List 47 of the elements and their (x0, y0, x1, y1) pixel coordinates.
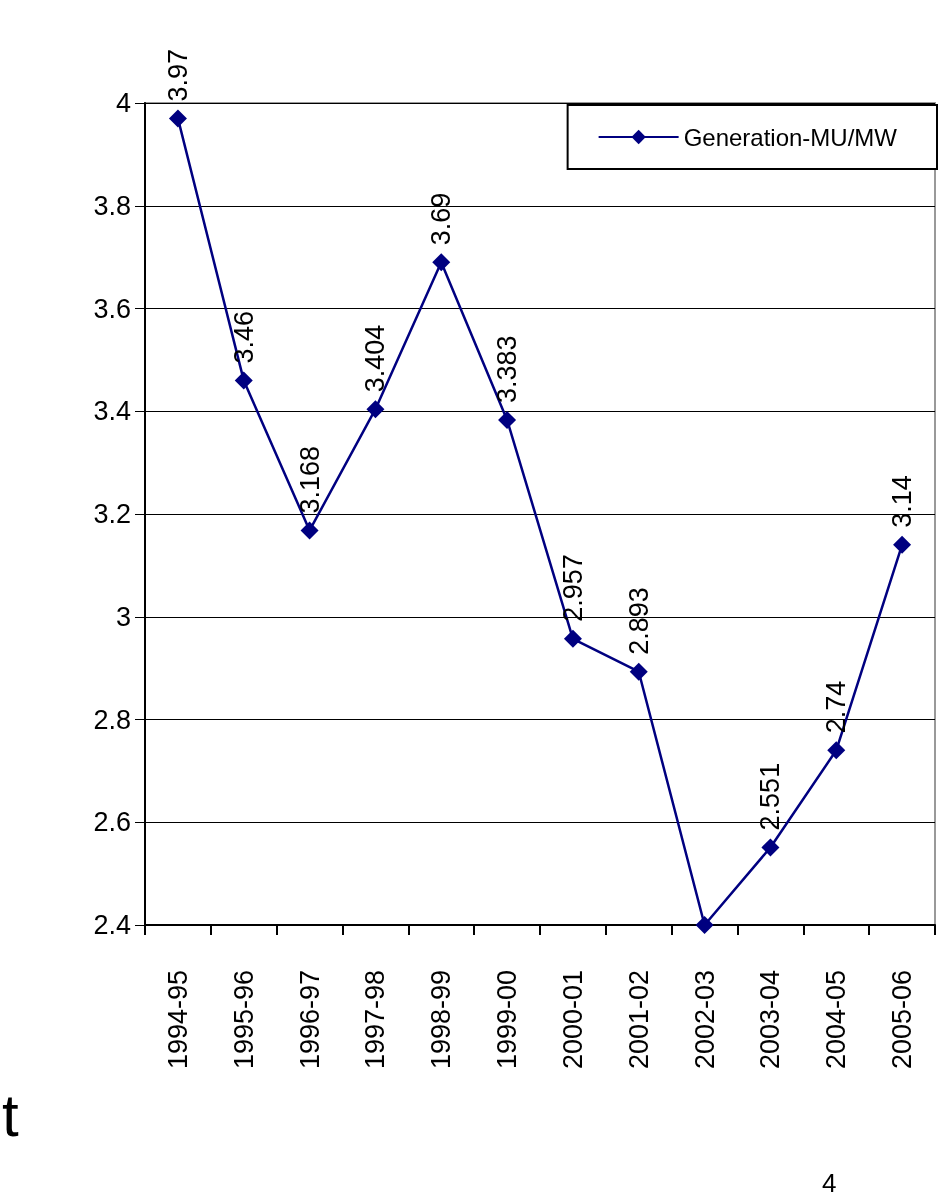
point (563, 629, 582, 648)
point (432, 253, 451, 272)
point (761, 838, 780, 857)
x-tick-label: 2001-02 (623, 970, 654, 1070)
data-label: 3.404 (360, 324, 391, 393)
data-label: 2.893 (623, 587, 654, 655)
x-tick-label: 2005-06 (887, 970, 918, 1070)
point (893, 535, 912, 554)
data-label: 2.957 (557, 554, 588, 622)
point (300, 521, 319, 540)
y-tick-label: 3 (115, 601, 131, 632)
data-label: 2.74 (821, 680, 852, 734)
data-label: 3.97 (162, 48, 193, 102)
x-tick-label: 1999-00 (492, 970, 523, 1070)
x-tick-label: 2003-04 (755, 970, 786, 1070)
y-tick-label: 2.8 (93, 704, 131, 735)
x-tick-label: 2000-01 (557, 970, 588, 1070)
data-label: 3.46 (228, 310, 259, 364)
data-label: 3.14 (887, 475, 918, 528)
y-tick-label: 2.6 (93, 807, 131, 838)
point (629, 662, 648, 681)
legend-label: Generation-MU/MW (683, 123, 898, 151)
data-label: 2.551 (755, 762, 786, 831)
x-tick-label: 2004-05 (821, 970, 852, 1070)
point (168, 109, 187, 128)
text: t (2, 1081, 19, 1149)
point (366, 400, 385, 419)
x-tick-label: 2002-03 (689, 970, 720, 1070)
y-tick-label: 3.4 (93, 396, 131, 427)
data-label: 3.168 (294, 445, 325, 514)
x-tick-label: 1994-95 (162, 970, 193, 1070)
text: 4 (822, 1168, 837, 1198)
x-tick-label: 1997-98 (360, 970, 391, 1070)
x-tick-label: 1998-99 (426, 970, 457, 1070)
y-tick-label: 4 (115, 88, 131, 118)
y-tick-label: 3.8 (93, 190, 131, 221)
y-tick-label: 2.4 (93, 910, 131, 940)
y-tick-label: 3.6 (93, 293, 131, 324)
point (234, 371, 253, 390)
point (695, 916, 714, 934)
point (827, 741, 846, 760)
point (498, 410, 517, 429)
x-tick-label: 1995-96 (228, 970, 259, 1070)
data-label: 3.383 (492, 335, 523, 403)
x-tick-label: 1996-97 (294, 970, 325, 1070)
data-label: 3.69 (426, 192, 457, 246)
y-tick-label: 3.2 (93, 499, 131, 529)
